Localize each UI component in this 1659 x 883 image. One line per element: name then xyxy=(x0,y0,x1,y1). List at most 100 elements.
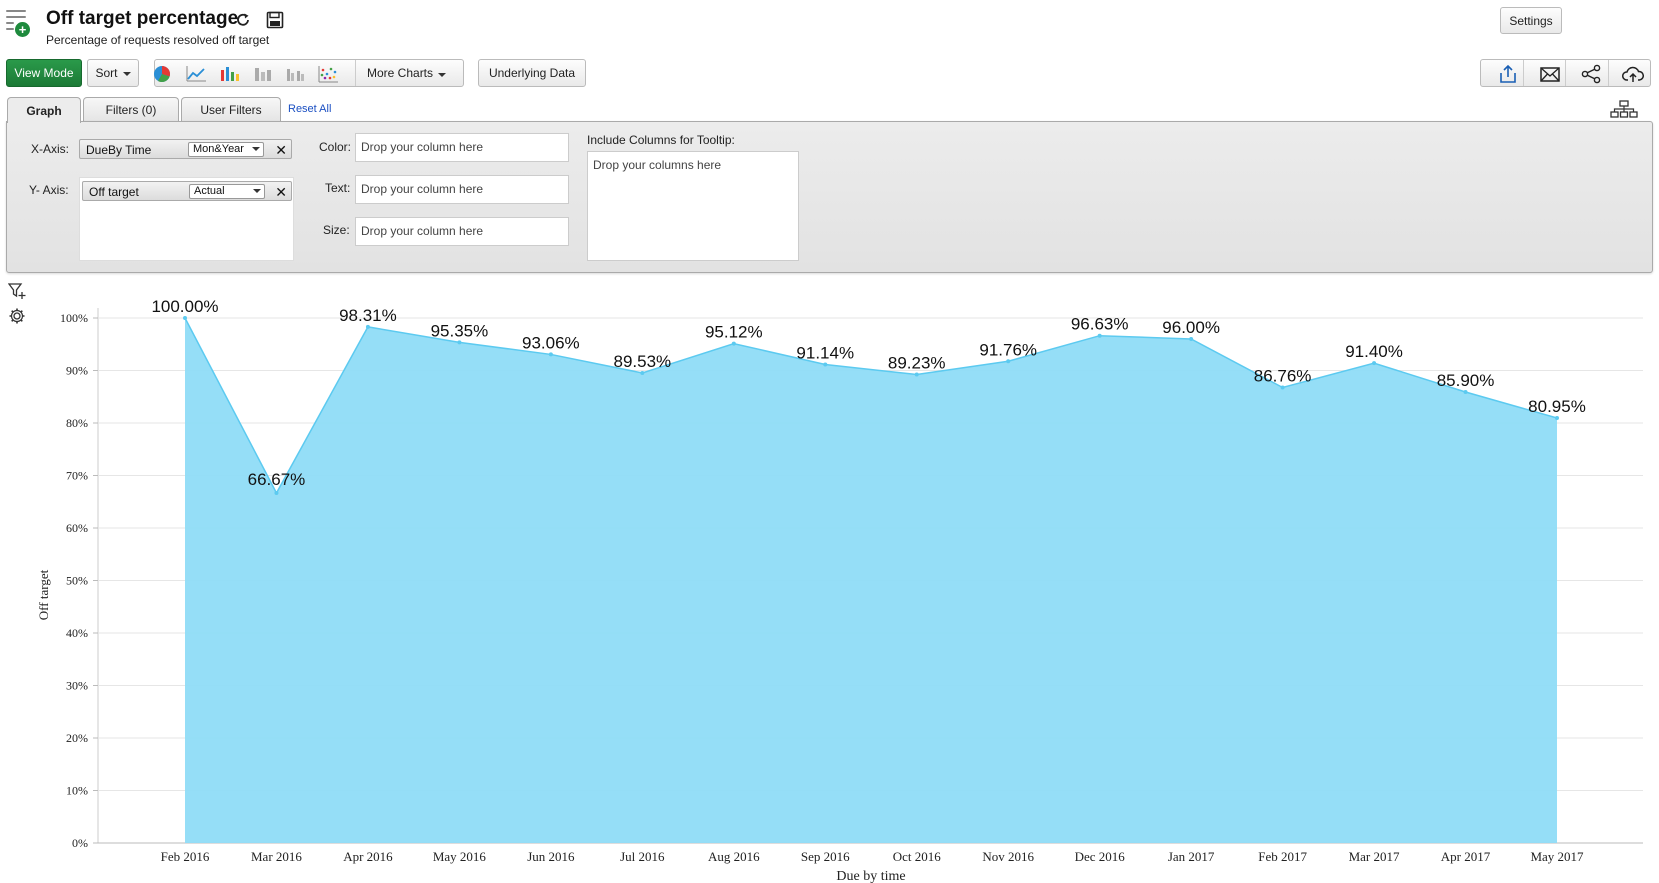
cloud-upload-icon[interactable] xyxy=(1622,64,1644,84)
data-point[interactable] xyxy=(1006,359,1011,364)
save-icon[interactable] xyxy=(266,11,284,29)
y-tick-label: 20% xyxy=(66,731,88,745)
data-point[interactable] xyxy=(274,490,279,495)
x-tick-label: May 2016 xyxy=(433,849,487,864)
x-tick-label: May 2017 xyxy=(1530,849,1584,864)
share-toolbar xyxy=(1480,59,1651,87)
y-axis-title: Off target xyxy=(36,569,51,620)
line-chart-icon[interactable] xyxy=(185,64,207,84)
y-tick-label: 80% xyxy=(66,416,88,430)
data-point[interactable] xyxy=(457,340,462,345)
sort-button[interactable]: Sort xyxy=(87,59,139,87)
x-tick-label: Jul 2016 xyxy=(620,849,665,864)
data-label: 91.14% xyxy=(796,344,854,363)
text-label: Text: xyxy=(325,181,351,195)
data-point[interactable] xyxy=(1555,416,1559,421)
data-point[interactable] xyxy=(1189,337,1194,341)
settings-button[interactable]: Settings xyxy=(1500,7,1562,34)
data-label: 86.76% xyxy=(1254,367,1312,386)
x-axis-column-pill[interactable]: DueBy Time Mon&Year ✕ xyxy=(79,139,292,159)
tooltip-drop-field[interactable]: Drop your columns here xyxy=(587,151,799,261)
data-label: 96.63% xyxy=(1071,315,1129,334)
page-title: Off target percentage xyxy=(46,8,239,29)
tab-graph[interactable]: Graph xyxy=(7,97,81,123)
graph-config-panel: X-Axis: Y- Axis: DueBy Time Mon&Year ✕ O… xyxy=(6,121,1653,273)
scatter-chart-icon[interactable] xyxy=(317,64,339,84)
underlying-data-button[interactable]: Underlying Data xyxy=(478,59,586,87)
x-tick-label: Apr 2016 xyxy=(343,849,393,864)
tab-user-filters[interactable]: User Filters xyxy=(181,97,281,122)
data-point[interactable] xyxy=(823,362,828,367)
y-axis-aggregation-select[interactable]: Actual xyxy=(189,184,265,199)
y-axis-column-pill[interactable]: Off target Actual ✕ xyxy=(82,181,292,201)
y-axis-column-name: Off target xyxy=(89,185,139,199)
data-point[interactable] xyxy=(548,352,553,357)
size-label: Size: xyxy=(323,223,350,237)
y-tick-label: 70% xyxy=(66,469,88,483)
menu-add-icon[interactable]: + xyxy=(6,8,30,37)
export-icon[interactable] xyxy=(1497,64,1519,84)
y-tick-label: 10% xyxy=(66,784,88,798)
filter-add-icon[interactable] xyxy=(8,282,26,300)
refresh-icon[interactable] xyxy=(234,11,252,29)
data-label: 66.67% xyxy=(248,470,306,489)
remove-y-axis-icon[interactable]: ✕ xyxy=(275,184,287,200)
data-label: 91.40% xyxy=(1345,342,1403,361)
x-tick-label: Apr 2017 xyxy=(1441,849,1491,864)
data-point[interactable] xyxy=(1280,385,1285,390)
data-label: 85.90% xyxy=(1437,371,1495,390)
data-point[interactable] xyxy=(914,372,919,377)
area-series-line xyxy=(184,317,1558,495)
x-axis-column-name: DueBy Time xyxy=(86,143,152,157)
data-label: 98.31% xyxy=(339,306,397,325)
data-point[interactable] xyxy=(1463,390,1468,395)
y-tick-label: 40% xyxy=(66,626,88,640)
data-point[interactable] xyxy=(183,316,187,320)
chevron-down-icon xyxy=(438,73,447,77)
x-tick-label: Feb 2016 xyxy=(161,849,210,864)
data-point[interactable] xyxy=(365,324,370,329)
data-label: 95.35% xyxy=(431,321,489,340)
area-chart: 100.00% 66.67% 98.31% 95.35% 93.06% 89.53% 95.… xyxy=(36,297,1643,883)
more-charts-button[interactable]: More Charts xyxy=(367,66,447,80)
data-label: 89.23% xyxy=(888,354,946,373)
more-charts-label: More Charts xyxy=(367,66,434,80)
pie-chart-icon[interactable] xyxy=(151,64,173,84)
y-tick-label: 30% xyxy=(66,679,88,693)
x-tick-label: Mar 2016 xyxy=(251,849,302,864)
y-axis-aggregation-value: Actual xyxy=(194,185,225,197)
tooltip-columns-label: Include Columns for Tooltip: xyxy=(587,133,735,147)
view-mode-button[interactable]: View Mode xyxy=(6,59,82,87)
share-icon[interactable] xyxy=(1580,64,1602,84)
y-axis-label: Y- Axis: xyxy=(29,183,69,197)
data-label: 95.12% xyxy=(705,323,763,342)
x-axis-label: X-Axis: xyxy=(31,142,70,156)
divider xyxy=(355,60,356,86)
hierarchy-icon[interactable] xyxy=(1610,100,1638,118)
email-icon[interactable] xyxy=(1539,64,1561,84)
x-tick-label: Oct 2016 xyxy=(893,849,942,864)
data-label: 100.00% xyxy=(151,297,218,316)
gear-icon[interactable] xyxy=(8,307,26,325)
remove-x-axis-icon[interactable]: ✕ xyxy=(275,142,287,158)
grouped-bar-chart-icon[interactable] xyxy=(284,64,306,84)
page-subtitle: Percentage of requests resolved off targ… xyxy=(46,33,270,47)
reset-all-link[interactable]: Reset All xyxy=(288,103,332,115)
tab-filters[interactable]: Filters (0) xyxy=(83,97,179,122)
x-tick-label: Dec 2016 xyxy=(1075,849,1126,864)
color-label: Color: xyxy=(319,140,352,154)
size-drop-field[interactable]: Drop your column here xyxy=(355,217,569,246)
y-tick-label: 90% xyxy=(66,364,88,378)
x-tick-label: Jan 2017 xyxy=(1168,849,1215,864)
data-point[interactable] xyxy=(1097,333,1102,338)
data-point[interactable] xyxy=(1372,361,1377,366)
text-drop-field[interactable]: Drop your column here xyxy=(355,175,569,204)
sort-button-label: Sort xyxy=(95,66,118,80)
color-drop-field[interactable]: Drop your column here xyxy=(355,133,569,162)
bar-chart-icon[interactable] xyxy=(218,64,240,84)
data-label: 91.76% xyxy=(979,340,1037,359)
x-axis-aggregation-select[interactable]: Mon&Year xyxy=(188,142,264,157)
data-point[interactable] xyxy=(731,341,736,346)
data-point[interactable] xyxy=(640,370,645,375)
stacked-bar-chart-icon[interactable] xyxy=(251,64,273,84)
